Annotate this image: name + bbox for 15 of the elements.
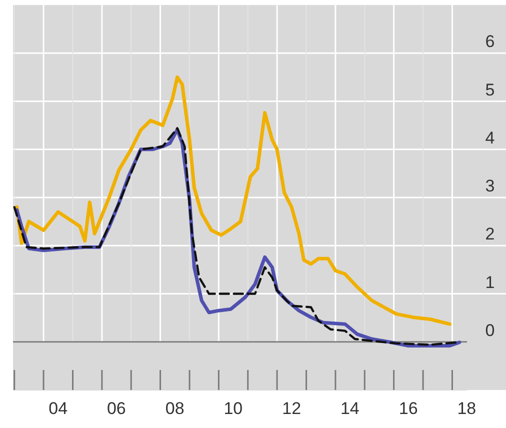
y-tick-label: 0 bbox=[485, 320, 495, 340]
y-tick-label: 3 bbox=[485, 176, 495, 196]
x-tick-label: 10 bbox=[224, 399, 243, 418]
x-tick-label: 14 bbox=[340, 399, 360, 418]
x-tick-label: 04 bbox=[48, 399, 68, 418]
x-tick-label: 06 bbox=[106, 399, 126, 418]
x-tick-label: 08 bbox=[165, 399, 184, 418]
y-tick-label: 1 bbox=[485, 272, 495, 292]
x-tick-label: 16 bbox=[398, 399, 418, 418]
x-tick-label: 18 bbox=[457, 399, 476, 418]
y-tick-label: 4 bbox=[485, 128, 495, 148]
y-tick-label: 5 bbox=[485, 80, 495, 100]
y-tick-label: 6 bbox=[485, 32, 495, 52]
x-tick-label: 12 bbox=[282, 399, 302, 418]
y-tick-label: 2 bbox=[485, 224, 495, 244]
